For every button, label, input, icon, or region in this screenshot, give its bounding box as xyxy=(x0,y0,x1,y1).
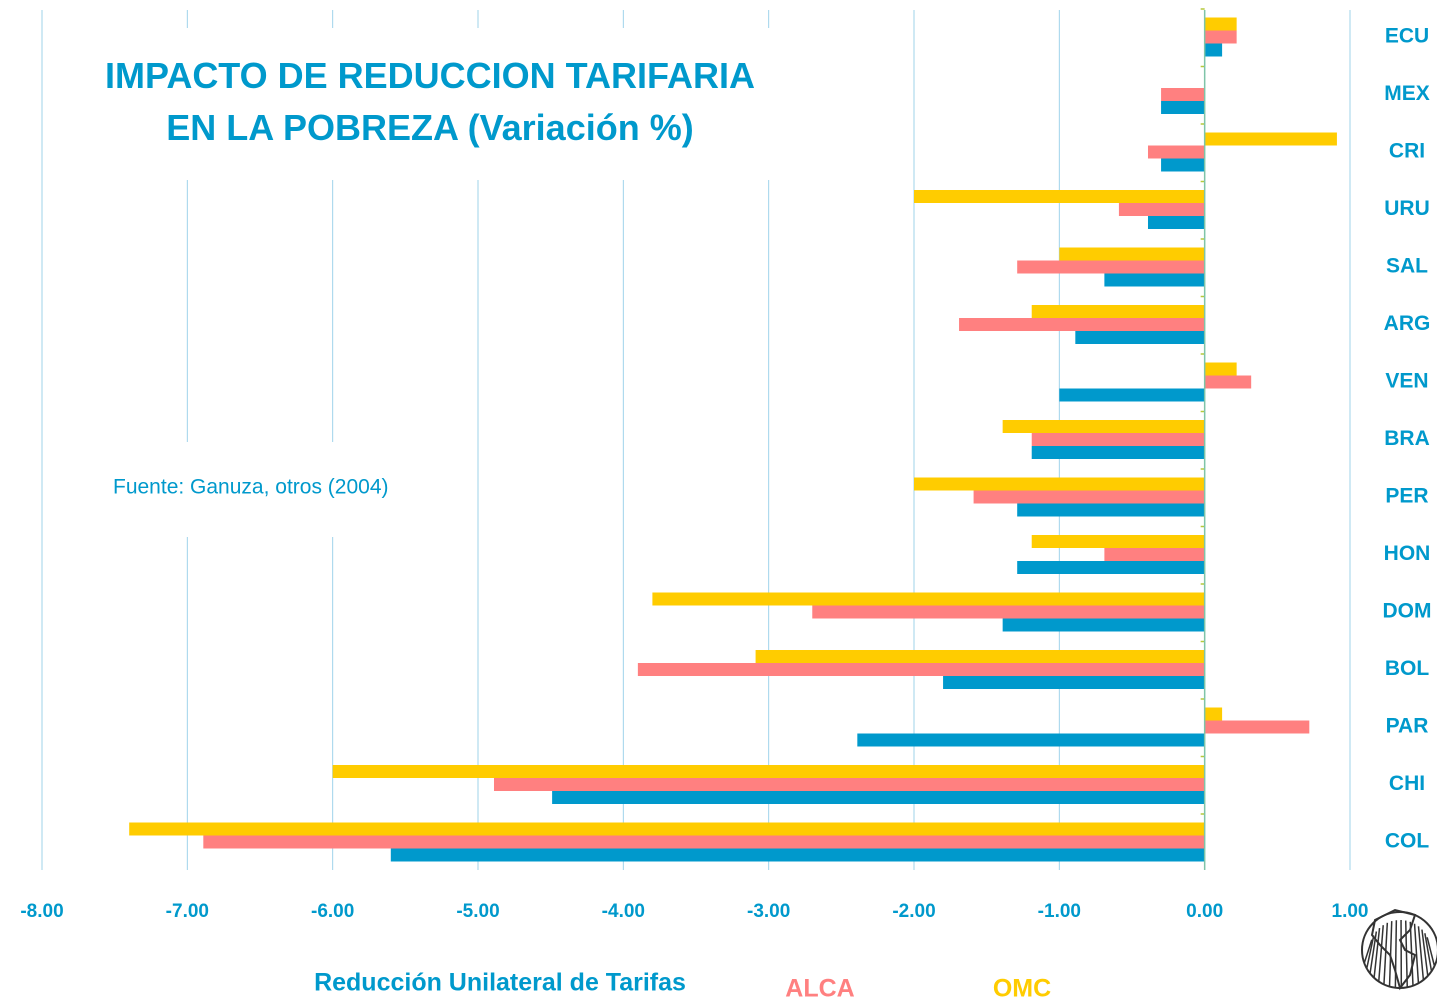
logo-map xyxy=(1370,908,1417,991)
y-tick-label: SAL xyxy=(1386,255,1428,278)
bar xyxy=(1002,420,1205,433)
x-tick-label: -1.00 xyxy=(1038,901,1081,922)
logo-ray xyxy=(1383,922,1389,985)
bar xyxy=(1031,305,1205,318)
y-tick-label: ECU xyxy=(1385,25,1429,48)
annotation: Fuente: Ganuza, otros (2004) xyxy=(113,476,389,499)
bar xyxy=(1104,548,1205,561)
bar xyxy=(1147,216,1205,229)
legend-label: ALCA xyxy=(785,975,854,1003)
y-tick-label: HON xyxy=(1384,542,1431,565)
logo-ray xyxy=(1394,920,1398,988)
bar xyxy=(637,663,1205,676)
logo-ray xyxy=(1421,929,1429,977)
note-backdrop xyxy=(105,442,415,537)
bar xyxy=(755,650,1205,663)
bar xyxy=(1204,720,1310,734)
bar xyxy=(1147,145,1205,159)
logo-ray xyxy=(1426,937,1436,967)
y-tick-label: MEX xyxy=(1384,82,1430,105)
bar xyxy=(493,778,1205,791)
bar xyxy=(1031,446,1205,459)
bar xyxy=(1118,203,1205,216)
logo-ray xyxy=(1413,923,1420,984)
y-tick-label: COL xyxy=(1385,830,1430,853)
y-tick-label: ARG xyxy=(1384,312,1431,335)
x-tick-label: -6.00 xyxy=(311,901,354,922)
bar xyxy=(1204,30,1237,44)
y-tick-label: CRI xyxy=(1389,140,1425,163)
bar xyxy=(1017,503,1205,517)
y-tick-label: CHI xyxy=(1389,772,1425,795)
logo-ray xyxy=(1378,925,1384,982)
bar xyxy=(552,791,1205,804)
bar xyxy=(1104,273,1205,287)
x-tick-label: -2.00 xyxy=(892,901,935,922)
bar xyxy=(332,765,1205,778)
logo-ray xyxy=(1363,939,1373,964)
x-tick-label: -4.00 xyxy=(602,901,645,922)
y-tick-label: DOM xyxy=(1383,600,1432,623)
y-tick-label: PAR xyxy=(1386,715,1429,738)
logo-ray xyxy=(1373,927,1381,978)
bar xyxy=(1161,158,1205,172)
bar xyxy=(1017,561,1205,574)
bar xyxy=(652,592,1205,606)
bar xyxy=(1031,535,1205,548)
logo-ray xyxy=(1388,921,1393,987)
y-tick-label: PER xyxy=(1385,485,1428,508)
bar xyxy=(129,822,1205,836)
y-tick-label: VEN xyxy=(1385,370,1428,393)
bar xyxy=(1204,43,1223,57)
bar xyxy=(390,848,1205,862)
bar xyxy=(1161,101,1205,114)
bar xyxy=(203,835,1205,849)
title-backdrop xyxy=(170,123,775,180)
bar xyxy=(1059,388,1205,402)
bar xyxy=(1017,260,1205,274)
chart-title: IMPACTO DE REDUCCION TARIFARIA EN LA POBR… xyxy=(105,55,755,148)
bar xyxy=(973,490,1205,504)
bar xyxy=(1204,132,1337,146)
bar xyxy=(914,477,1205,491)
legend-label: OMC xyxy=(993,975,1051,1003)
logo-ray xyxy=(1417,926,1425,981)
x-tick-label: -8.00 xyxy=(20,901,63,922)
y-tick-label: URU xyxy=(1384,197,1430,220)
bar xyxy=(1031,433,1205,446)
y-tick-label: BOL xyxy=(1385,657,1430,680)
bar xyxy=(943,676,1205,689)
x-tick-label: 0.00 xyxy=(1186,901,1223,922)
bar xyxy=(1204,707,1223,721)
bar xyxy=(1204,375,1252,389)
x-tick-label: -5.00 xyxy=(456,901,499,922)
logo-ray xyxy=(1404,920,1409,988)
bar xyxy=(1059,247,1205,261)
y-tick-label: BRA xyxy=(1384,427,1430,450)
bar xyxy=(1002,618,1205,632)
logo xyxy=(1361,908,1437,991)
logo-ray xyxy=(1424,933,1433,972)
title-line: EN LA POBREZA (Variación %) xyxy=(166,107,693,148)
x-tick-label: -3.00 xyxy=(747,901,790,922)
bar xyxy=(1075,331,1205,344)
bar xyxy=(1204,17,1237,31)
bar xyxy=(959,318,1205,331)
bar xyxy=(914,190,1205,203)
legend-label: Reducción Unilateral de Tarifas xyxy=(314,969,686,997)
title-line: IMPACTO DE REDUCCION TARIFARIA xyxy=(105,55,755,96)
logo-ray xyxy=(1366,935,1375,969)
bar xyxy=(1204,362,1237,376)
x-tick-label: -7.00 xyxy=(166,901,209,922)
bar xyxy=(857,733,1205,747)
bar xyxy=(812,605,1205,619)
title-backdrop xyxy=(95,28,775,123)
x-tick-label: 1.00 xyxy=(1332,901,1369,922)
bar xyxy=(1161,88,1205,101)
